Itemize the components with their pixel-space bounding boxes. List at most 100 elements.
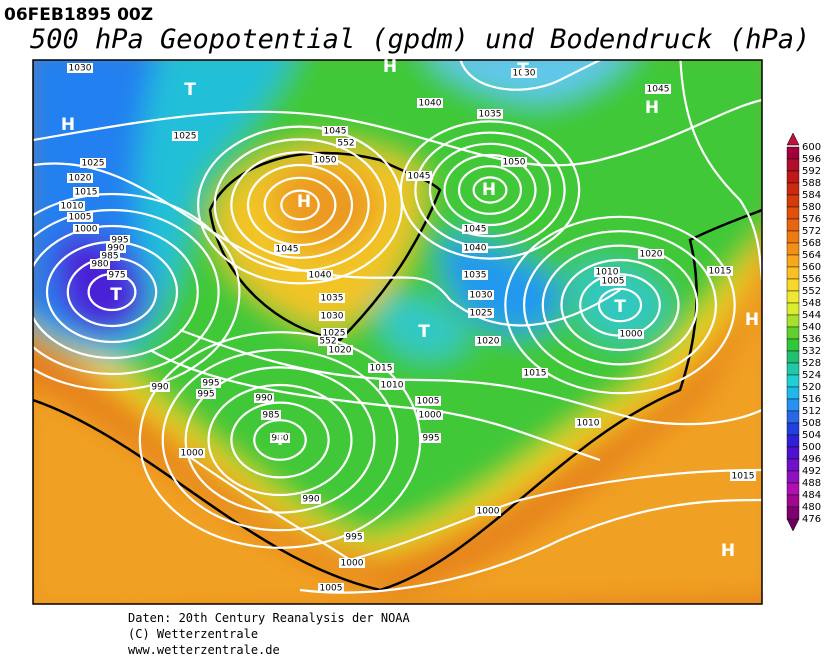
isobar-label: 1025 (82, 159, 105, 169)
isobar (597, 287, 643, 323)
isobar (560, 258, 680, 352)
isobar (522, 230, 718, 380)
isobar-label: 1010 (61, 202, 84, 212)
isobar-label: 1000 (341, 559, 364, 569)
colorbar-cell (786, 302, 800, 316)
isobar-label: 1005 (417, 397, 440, 407)
isobar-label: 1030 (321, 312, 344, 322)
colorbar-label: 504 (802, 430, 821, 441)
isobar-label: 1010 (577, 419, 600, 429)
isobar-label: 995 (422, 434, 439, 444)
label-box (73, 224, 99, 234)
colorbar-label: 596 (802, 154, 821, 165)
pressure-center: T (184, 80, 196, 100)
label-box (179, 448, 205, 458)
isobar-label: 1040 (419, 99, 442, 109)
label-box (67, 212, 93, 222)
colorbar-label: 576 (802, 214, 821, 225)
isobar (33, 98, 762, 167)
isobar-label: 1035 (479, 110, 502, 120)
label-box (59, 201, 85, 211)
label-box (319, 293, 345, 303)
colorbar-cell (786, 482, 800, 496)
colorbar-cell (786, 194, 800, 208)
colorbar-cell (786, 458, 800, 472)
label-box (462, 224, 488, 234)
colorbar-cell (786, 470, 800, 484)
isobar-label: 985 (262, 411, 279, 421)
label-box (339, 558, 365, 568)
label-box (106, 243, 126, 253)
isobar-label: 1010 (381, 381, 404, 391)
colorbar-label: 556 (802, 274, 821, 285)
isobar-label: 990 (302, 495, 319, 505)
colorbar-label: 580 (802, 202, 821, 213)
isobar (443, 153, 537, 227)
pressure-center: H (745, 310, 759, 330)
colorbar-label: 600 (802, 142, 821, 153)
label-box (475, 506, 501, 516)
label-box (321, 328, 347, 338)
isobar-label: 990 (107, 244, 124, 254)
isobar (457, 165, 523, 215)
label-box (406, 171, 432, 181)
isobar-label: 980 (91, 260, 108, 270)
colorbar-label: 548 (802, 298, 821, 309)
label-box (110, 235, 130, 245)
colorbar-label: 496 (802, 454, 821, 465)
colorbar-label: 552 (802, 286, 821, 297)
isobar-label: 1015 (709, 267, 732, 277)
colorbar-cell (786, 278, 800, 292)
label-box (107, 270, 127, 280)
label-box (274, 244, 300, 254)
colorbar-label: 500 (802, 442, 821, 453)
isobar-label: 1000 (620, 330, 643, 340)
isobar-label: 1015 (370, 364, 393, 374)
isobar-label: 995 (202, 379, 219, 389)
colorbar-label: 508 (802, 418, 821, 429)
pressure-center: H (383, 57, 397, 77)
isobar-label: 1045 (464, 225, 487, 235)
label-box (327, 345, 353, 355)
colorbar-cap (786, 518, 800, 532)
colorbar-label: 480 (802, 502, 821, 513)
map-frame (32, 59, 763, 605)
label-box (318, 583, 344, 593)
colorbar-cell (786, 386, 800, 400)
pressure-center: H (482, 180, 496, 200)
label-box (196, 389, 216, 399)
colorbar-cell (786, 170, 800, 184)
isobar-label: 995 (111, 236, 128, 246)
isobar-label: 1020 (640, 250, 663, 260)
label-box (150, 382, 170, 392)
colorbar-label: 516 (802, 394, 821, 405)
pressure-center: H (721, 541, 735, 561)
isobar-label: 1045 (408, 172, 431, 182)
label-box (501, 157, 527, 167)
label-box (522, 368, 548, 378)
footer-line: www.wetterzentrale.de (128, 643, 280, 657)
colorbar-label: 560 (802, 262, 821, 273)
label-box (511, 68, 537, 78)
label-box (270, 433, 290, 443)
colorbar-cell (786, 266, 800, 280)
pressure-center: T (274, 430, 286, 450)
colorbar-label: 592 (802, 166, 821, 177)
isobar (428, 142, 552, 238)
map-title: 500 hPa Geopotential (gpdm) und Bodendru… (30, 24, 810, 55)
isobar (161, 348, 399, 532)
isobar-label: 1025 (323, 329, 346, 339)
isobar-label: 985 (101, 252, 118, 262)
label-box (73, 187, 99, 197)
isobar-label: 1020 (477, 337, 500, 347)
colorbar-cell (786, 362, 800, 376)
colorbar-label: 492 (802, 466, 821, 477)
isobar-label: 1045 (647, 85, 670, 95)
isobar (299, 498, 762, 594)
label-box (336, 138, 356, 148)
isobar (253, 419, 307, 461)
label-box (462, 270, 488, 280)
colorbar-label: 528 (802, 358, 821, 369)
pressure-center: T (110, 285, 122, 305)
label-box (322, 126, 348, 136)
